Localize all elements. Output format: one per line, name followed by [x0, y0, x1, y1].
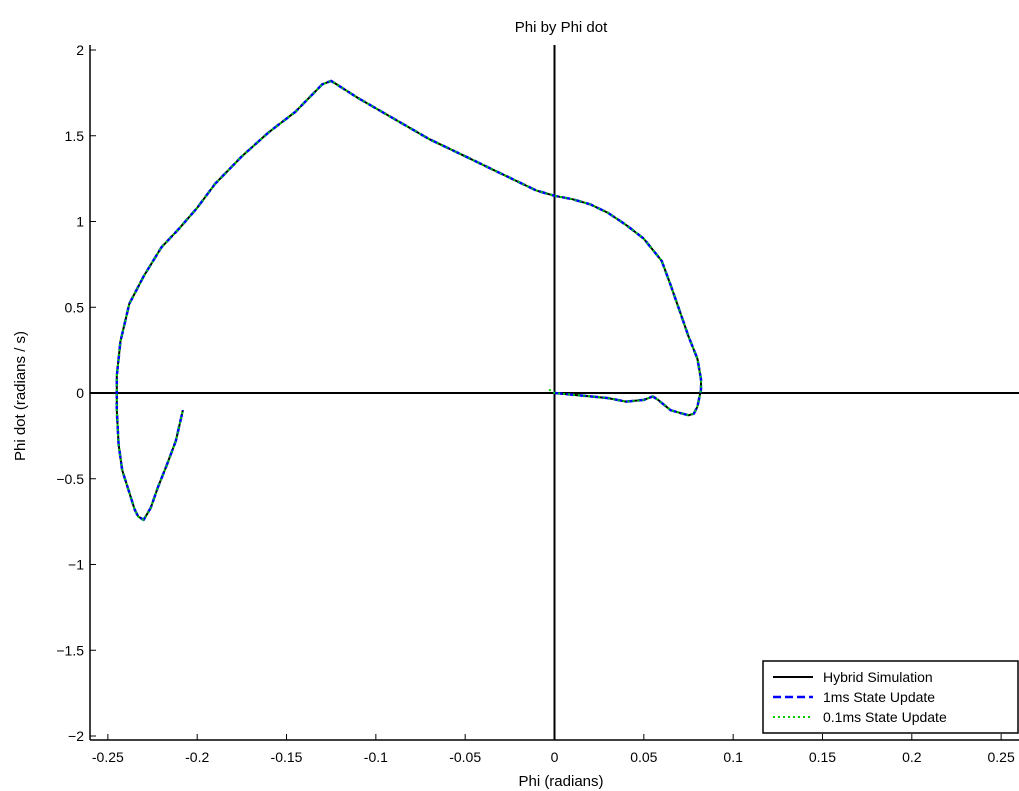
- x-tick-label: -0.25: [92, 749, 124, 765]
- y-tick-label: 1: [76, 214, 84, 230]
- x-tick-label: -0.05: [449, 749, 481, 765]
- x-tick-label: -0.1: [364, 749, 388, 765]
- x-axis-title: Phi (radians): [518, 773, 603, 790]
- y-tick-label: 0: [76, 385, 84, 401]
- y-tick-label: −1.5: [56, 642, 84, 658]
- x-tick-label: 0.15: [809, 749, 836, 765]
- series-line-0-1ms-state-update: [115, 79, 702, 521]
- y-tick-label: −1: [68, 557, 84, 573]
- legend-label: Hybrid Simulation: [823, 669, 933, 685]
- y-tick-label: 1.5: [65, 128, 85, 144]
- series-line-hybrid-simulation: [115, 79, 702, 521]
- x-tick-label: 0.05: [630, 749, 657, 765]
- y-tick-label: −2: [68, 728, 84, 744]
- legend-label: 1ms State Update: [823, 689, 935, 705]
- legend-box: [762, 660, 1019, 734]
- x-tick-label: -0.2: [185, 749, 209, 765]
- x-tick-label: 0.1: [723, 749, 743, 765]
- x-tick-label: 0.25: [988, 749, 1015, 765]
- y-axis-title: Phi dot (radians / s): [12, 331, 29, 461]
- axes-group: -0.25 -0.2 -0.15 -0.1 -0.05 0 0.05 0.1 0.15 0.2 0.…: [56, 42, 1019, 765]
- x-tick-label: -0.15: [271, 749, 303, 765]
- chart-title: Phi by Phi dot: [515, 19, 608, 36]
- x-tick-label: 0.2: [902, 749, 922, 765]
- y-tick-label: 2: [76, 42, 84, 58]
- legend: Hybrid Simulation 1ms State Update 0.1ms S…: [762, 660, 1019, 734]
- y-tick-label: 0.5: [65, 299, 85, 315]
- series-line-1ms-state-update: [115, 79, 703, 522]
- legend-label: 0.1ms State Update: [823, 709, 947, 725]
- series-group: [115, 79, 703, 522]
- x-tick-label: 0: [551, 749, 559, 765]
- y-tick-label: −0.5: [56, 471, 84, 487]
